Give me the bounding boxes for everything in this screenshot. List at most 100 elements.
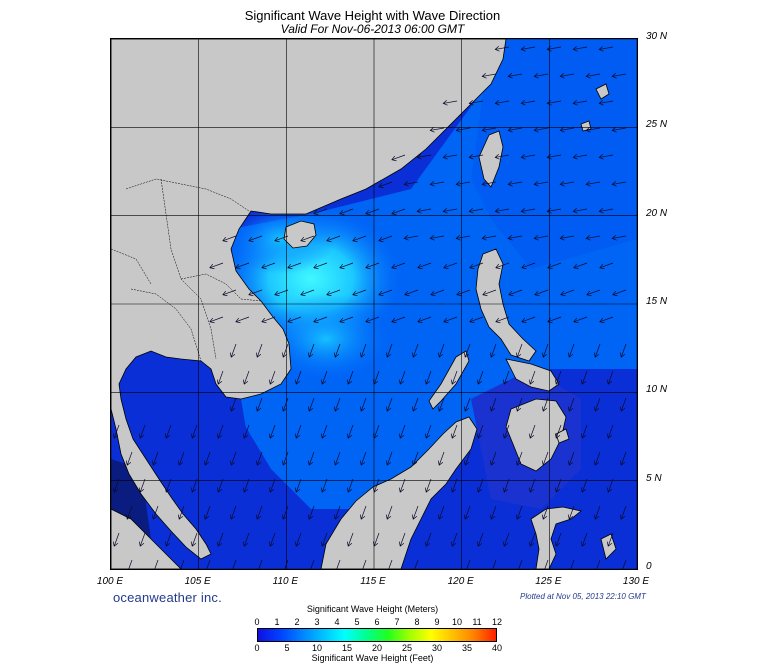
wave-arrow <box>416 154 432 160</box>
wave-arrow <box>619 451 627 466</box>
wave-arrow <box>619 559 627 569</box>
wave-arrow <box>294 532 302 547</box>
wave-arrow <box>455 235 471 241</box>
luzon-island <box>475 248 537 362</box>
wave-arrow <box>572 154 588 160</box>
wave-arrow <box>469 262 484 270</box>
wave-arrow <box>599 262 614 270</box>
wave-arrow <box>242 370 250 385</box>
wave-arrow <box>326 289 341 297</box>
wave-arrow <box>300 235 315 243</box>
wave-arrow <box>469 316 484 324</box>
wave-arrow <box>494 100 510 106</box>
wave-arrow <box>585 127 601 133</box>
wave-arrow <box>593 343 601 358</box>
wave-arrow <box>164 532 172 547</box>
wave-arrow <box>339 316 354 324</box>
wave-arrow <box>546 208 562 214</box>
colorbar-meter-tick: 0 <box>254 617 260 627</box>
colorbar-meter-tick: 5 <box>354 617 360 627</box>
wave-arrow <box>222 235 237 243</box>
colorbar-feet-tick: 15 <box>341 643 353 653</box>
wave-arrow <box>424 370 432 385</box>
wave-arrow <box>585 73 601 79</box>
wave-arrow <box>391 208 406 216</box>
wave-arrow <box>598 208 614 214</box>
wave-arrow <box>411 343 419 358</box>
wave-arrow <box>567 505 575 520</box>
sulawesi-island <box>530 506 582 569</box>
wave-arrow <box>216 424 224 439</box>
wave-arrow <box>507 181 523 187</box>
latitude-label: 0 <box>646 561 652 572</box>
country-borders <box>111 178 262 362</box>
wave-arrow <box>112 532 120 547</box>
colorbar-meter-tick: 12 <box>491 617 503 627</box>
wave-arrow <box>242 532 250 547</box>
asia-mainland <box>111 39 507 560</box>
colorbar-meter-tick: 2 <box>294 617 300 627</box>
wave-arrow <box>281 559 289 569</box>
wave-arrow <box>255 559 263 569</box>
wave-arrow <box>209 316 224 324</box>
wave-arrow <box>481 181 497 187</box>
wave-arrow <box>320 424 328 439</box>
wave-arrow <box>190 478 198 493</box>
colorbar-meter-tick: 6 <box>374 617 380 627</box>
wave-arrow <box>476 370 484 385</box>
wave-arrow <box>339 208 354 216</box>
wave-arrow <box>112 424 120 439</box>
colorbar-meter-tick: 7 <box>394 617 400 627</box>
wave-arrow <box>463 397 471 412</box>
wave-arrow <box>385 397 393 412</box>
latitude-label: 5 N <box>646 472 662 484</box>
wave-arrow <box>528 478 536 493</box>
colorbar-feet-tick: 0 <box>254 643 260 653</box>
wave-arrow <box>580 478 588 493</box>
wave-arrow <box>541 559 549 569</box>
wave-arrow <box>580 370 588 385</box>
wave-arrow <box>463 559 471 569</box>
colorbar-meter-tick: 4 <box>334 617 340 627</box>
wave-arrow <box>528 424 536 439</box>
wave-arrow <box>300 289 315 297</box>
wave-arrow <box>455 127 471 133</box>
wave-arrow <box>468 208 484 214</box>
wave-arrow <box>411 397 419 412</box>
wave-arrow <box>403 235 419 241</box>
wave-height-map[interactable] <box>110 38 638 570</box>
wave-arrow <box>216 478 224 493</box>
wave-arrow <box>520 154 536 160</box>
wave-arrow <box>611 127 627 133</box>
wave-arrow <box>372 424 380 439</box>
colorbar-title-meters: Significant Wave Height (Meters) <box>306 604 439 614</box>
wave-arrow <box>442 154 458 160</box>
wave-arrow <box>385 451 393 466</box>
wave-arrow <box>598 154 614 160</box>
latitude-label: 30 N <box>646 31 668 42</box>
wave-arrow <box>365 316 380 324</box>
wave-arrow <box>593 397 601 412</box>
colorbar-feet-tick: 20 <box>371 643 383 653</box>
wave-arrow <box>495 316 510 324</box>
wave-arrow <box>203 559 211 569</box>
longitude-label: 110 E <box>272 576 299 587</box>
wave-arrow <box>619 397 627 412</box>
wave-arrow <box>190 532 198 547</box>
wave-arrow <box>489 505 497 520</box>
wave-arrow <box>294 424 302 439</box>
wave-arrow <box>489 343 497 358</box>
longitude-label: 100 E <box>96 576 124 587</box>
wave-arrow <box>547 262 562 270</box>
wave-arrow <box>261 316 276 324</box>
hainan-island <box>283 220 317 249</box>
wave-arrow <box>476 532 484 547</box>
wave-arrow <box>281 451 289 466</box>
wave-arrow <box>554 370 562 385</box>
wave-arrow <box>359 451 367 466</box>
wave-arrow <box>541 505 549 520</box>
visayas-islands <box>505 358 560 392</box>
wave-arrow <box>546 46 562 52</box>
wave-arrow <box>352 235 367 243</box>
wave-arrow <box>463 451 471 466</box>
